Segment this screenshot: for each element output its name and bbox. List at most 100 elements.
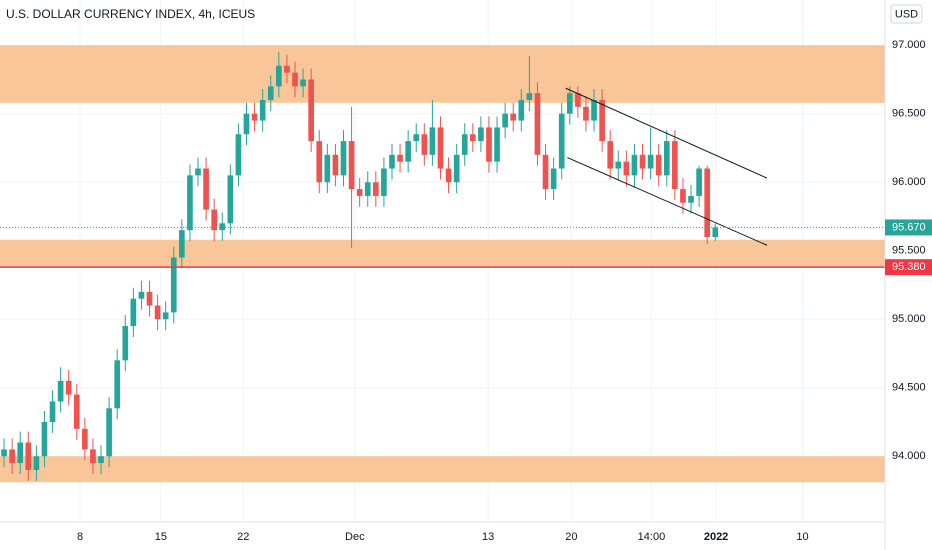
candle-body xyxy=(696,168,702,196)
candle-body xyxy=(33,456,40,470)
candle-body xyxy=(146,291,153,306)
candle-body xyxy=(49,401,56,422)
level-label-box xyxy=(885,259,932,276)
candle-body xyxy=(478,127,484,142)
candle-body xyxy=(639,154,646,169)
candle-body xyxy=(461,134,468,155)
candle-body xyxy=(122,326,129,361)
candle-body xyxy=(17,442,24,464)
candle-body xyxy=(179,230,185,258)
plot-area xyxy=(0,0,885,522)
candle-body xyxy=(558,113,565,169)
candle-body xyxy=(170,257,177,313)
candle-body xyxy=(292,72,298,87)
candle-body xyxy=(300,79,306,87)
x-tick-label: 20 xyxy=(565,531,577,543)
candle-body xyxy=(154,305,161,320)
candle-body xyxy=(235,134,242,176)
x-tick-label: 14:00 xyxy=(638,531,666,543)
candle-body xyxy=(615,161,622,169)
candle-body xyxy=(583,106,589,121)
candle-body xyxy=(162,312,169,320)
candle-body xyxy=(647,154,654,169)
candle-body xyxy=(324,154,331,183)
candle-body xyxy=(1,449,7,457)
candle-body xyxy=(437,127,444,169)
candle-body xyxy=(389,154,395,169)
candle-body xyxy=(469,134,476,142)
y-tick-label: 94.000 xyxy=(892,450,926,462)
candle-body xyxy=(712,227,719,238)
x-tick-label: 13 xyxy=(482,531,494,543)
candle-body xyxy=(9,449,15,464)
candle-body xyxy=(82,428,88,450)
candle-body xyxy=(364,182,371,196)
candle-body xyxy=(41,421,48,457)
candle-body xyxy=(316,141,323,183)
candle-body xyxy=(526,93,533,101)
candle-body xyxy=(413,134,420,142)
candle-body xyxy=(267,86,274,101)
candle-body xyxy=(494,127,500,162)
candle-body xyxy=(73,394,80,429)
zone xyxy=(0,45,885,103)
x-tick-label: 2022 xyxy=(704,531,728,543)
candle-body xyxy=(599,100,605,142)
candle-body xyxy=(187,175,193,231)
candle-body xyxy=(502,113,508,128)
candle-body xyxy=(90,449,96,464)
candle-body xyxy=(405,141,411,162)
candle-body xyxy=(607,141,614,169)
candle-body xyxy=(243,113,250,135)
candle-body xyxy=(332,154,339,176)
x-tick-label: Dec xyxy=(345,531,365,543)
trend-line xyxy=(567,157,768,246)
candle-body xyxy=(672,141,678,190)
candle-body xyxy=(130,298,137,327)
candle-body xyxy=(356,189,363,196)
candle-body xyxy=(259,100,266,121)
candle-body xyxy=(591,100,597,121)
candle-body xyxy=(518,100,525,121)
y-tick-label: 97.000 xyxy=(892,39,926,51)
currency-box[interactable] xyxy=(890,4,923,24)
trend-line xyxy=(565,87,768,179)
candle-body xyxy=(663,141,670,176)
candle-body xyxy=(276,65,282,87)
candle-body xyxy=(219,223,226,231)
candle-body xyxy=(308,79,314,142)
candle-body xyxy=(381,168,387,196)
candle-body xyxy=(227,175,234,224)
candle-body xyxy=(566,93,573,114)
candle-body xyxy=(704,168,711,238)
candle-body xyxy=(542,154,549,190)
y-tick-label: 95.000 xyxy=(892,313,926,325)
last-price-label: 95.670 xyxy=(892,221,926,233)
candle-body xyxy=(284,65,290,73)
candle-body xyxy=(486,127,492,162)
zone xyxy=(0,456,885,483)
candle-body xyxy=(445,168,452,183)
last-price-box xyxy=(885,219,932,236)
candle-body xyxy=(631,154,638,176)
x-tick-label: 22 xyxy=(237,531,249,543)
y-tick-label: 94.500 xyxy=(892,382,926,394)
candle-body xyxy=(251,113,258,121)
candle-body xyxy=(114,360,121,409)
x-tick-label: 8 xyxy=(77,531,83,543)
candle-body xyxy=(340,141,347,176)
candle-body xyxy=(211,209,218,231)
candle-body xyxy=(623,161,630,176)
currency[interactable]: USD xyxy=(895,8,918,20)
candle-body xyxy=(98,456,104,464)
x-tick-label: 10 xyxy=(796,531,808,543)
candle-body xyxy=(688,195,694,203)
chart-title: U.S. DOLLAR CURRENCY INDEX, 4h, ICEUS xyxy=(6,7,255,21)
level-label: 95.380 xyxy=(892,261,926,273)
candle-body xyxy=(57,380,64,402)
candle-body xyxy=(195,168,201,176)
candle-body xyxy=(453,154,460,183)
candle-body xyxy=(429,127,436,155)
candle-body xyxy=(106,408,112,457)
